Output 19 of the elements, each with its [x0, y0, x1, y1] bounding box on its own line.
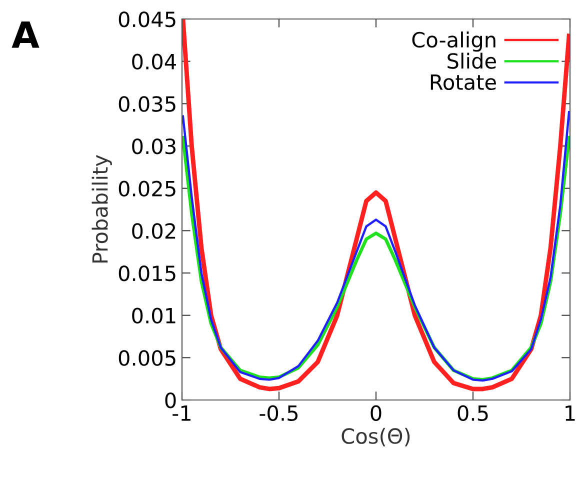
legend-label: Co-align	[412, 32, 496, 52]
x-tick-label: 1	[566, 406, 575, 421]
y-tick-label: 0.005	[118, 350, 176, 366]
x-tick-label: -0.5	[260, 405, 298, 421]
y-tick-label: 0.04	[132, 54, 176, 70]
y-tick-label: 0.02	[132, 223, 176, 239]
x-axis-title: Cos(Θ)	[342, 428, 410, 446]
y-tick-label: 0.015	[118, 265, 176, 282]
y-tick-label: 0.025	[118, 180, 176, 197]
legend-label: Slide	[448, 52, 496, 69]
y-tick-label: 0.01	[132, 308, 176, 324]
y-axis-title: Probability	[92, 155, 112, 263]
y-tick-label: 0.045	[118, 11, 176, 28]
text: A	[12, 21, 40, 48]
legend-label: Rotate	[430, 74, 496, 90]
x-tick-label: 0.5	[458, 405, 488, 421]
x-tick-label: 0	[370, 405, 382, 421]
y-tick-label: 0.03	[132, 138, 176, 154]
y-tick-label: 0.035	[118, 96, 176, 112]
